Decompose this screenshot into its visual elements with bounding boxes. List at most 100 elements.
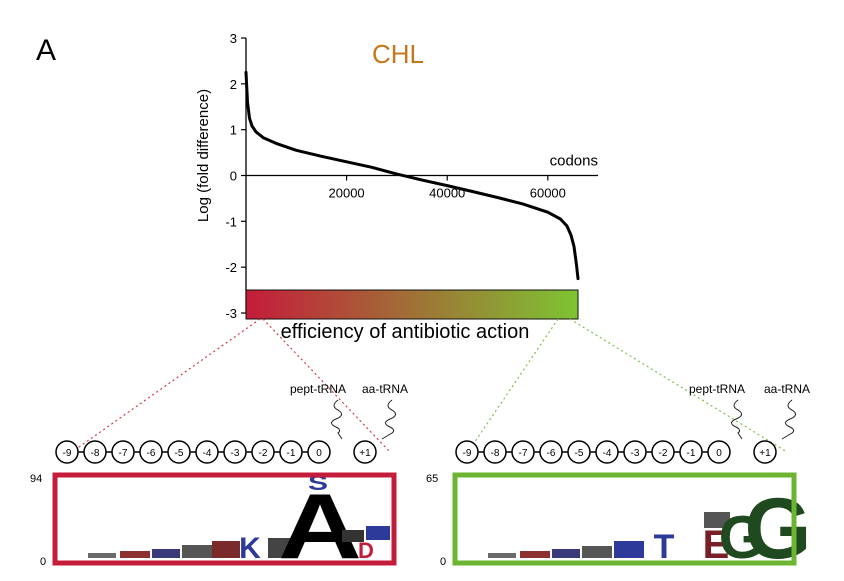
logo-left-frame: [52, 472, 397, 566]
logo-left-stripe: [268, 538, 296, 558]
y-ticks: 3 2 1 0 -1 -2 -3: [225, 31, 246, 321]
logo-right-stripe: [704, 512, 730, 528]
logo-right-letter-e: E: [703, 523, 730, 567]
ribosome-positions-left: -9 -8 -7 -6 -5 -4 -3 -2 -1 0 +1: [55, 440, 377, 464]
logo-left-ymax: 94: [30, 473, 42, 485]
logo-right-frame: [452, 472, 797, 566]
position-node: [753, 440, 777, 464]
position-label: +1: [759, 448, 771, 459]
position-label: +1: [359, 448, 371, 459]
y-tick-label: 2: [230, 77, 237, 92]
logo-left-stripe: [342, 530, 364, 542]
red-guide-left: [71, 318, 261, 453]
y-tick-label: -3: [225, 306, 237, 321]
position-label: -4: [603, 448, 612, 459]
sequence-logo-left: 94 0 K A S D: [30, 472, 397, 579]
aa-trna-icon-right: [781, 399, 796, 440]
position-node: [455, 440, 479, 464]
logo-right-stripe: [582, 546, 612, 558]
position-node: [195, 440, 219, 464]
red-guide-right: [262, 318, 391, 453]
position-label: -8: [91, 448, 100, 459]
position-node: [539, 440, 563, 464]
position-label: -9: [63, 448, 72, 459]
position-label: -5: [175, 448, 184, 459]
y-tick-label: 3: [230, 31, 237, 46]
position-node: [511, 440, 535, 464]
logo-right-stripe: [520, 551, 550, 558]
position-node: [307, 440, 331, 464]
x-ticks: 20000 40000 60000: [329, 175, 566, 201]
aa-trna-label-right: aa-tRNA: [764, 382, 810, 396]
green-guide-right: [569, 318, 788, 453]
position-node: [353, 440, 377, 464]
aa-trna-label-left: aa-tRNA: [362, 382, 408, 396]
position-label: -4: [203, 448, 212, 459]
logo-right-stripe: [614, 541, 644, 558]
efficiency-gradient-band: [245, 289, 579, 320]
position-node: [651, 440, 675, 464]
position-node: [279, 440, 303, 464]
position-node: [567, 440, 591, 464]
position-node: [167, 440, 191, 464]
pept-trna-icon-right: [731, 399, 743, 440]
position-label: -7: [119, 448, 128, 459]
position-node: [83, 440, 107, 464]
pept-trna-label-left: pept-tRNA: [290, 382, 346, 396]
logo-left-ymin: 0: [40, 556, 46, 568]
logo-left-stripe: [182, 545, 212, 558]
x-tick-label: 60000: [530, 186, 566, 201]
position-label: 0: [316, 448, 322, 459]
position-node: [623, 440, 647, 464]
position-node: [251, 440, 275, 464]
position-node: [483, 440, 507, 464]
logo-left-stripe: [88, 553, 116, 558]
sequence-logo-right: 65 0 T E G G: [426, 472, 811, 577]
position-node: [55, 440, 79, 464]
fold-difference-chart: CHL 3 2 1 0 -1 -2 -3 20000 40000 60000 codons Lo…: [195, 31, 598, 321]
position-label: -2: [659, 448, 668, 459]
efficiency-label: efficiency of antibiotic action: [281, 321, 530, 343]
position-node: [679, 440, 703, 464]
position-label: -3: [631, 448, 640, 459]
y-axis-label: Log (fold difference): [195, 89, 212, 222]
y-tick-label: -1: [225, 214, 237, 229]
position-label: 0: [716, 448, 722, 459]
position-node: [595, 440, 619, 464]
pept-trna-icon-left: [331, 399, 343, 440]
position-label: -2: [259, 448, 268, 459]
aa-trna-icon-left: [381, 399, 396, 440]
logo-left-letter-d: D: [358, 538, 374, 563]
logo-right-letter-g1: G: [719, 504, 766, 571]
position-label: -1: [287, 448, 296, 459]
position-label: -5: [575, 448, 584, 459]
position-node: [707, 440, 731, 464]
position-label: -9: [463, 448, 472, 459]
position-label: -6: [547, 448, 556, 459]
position-label: -6: [147, 448, 156, 459]
x-axis-label: codons: [550, 153, 598, 170]
y-tick-label: -2: [225, 260, 237, 275]
logo-left-stripe: [152, 549, 180, 558]
position-node: [139, 440, 163, 464]
position-label: -8: [491, 448, 500, 459]
ribosome-positions-right: -9 -8 -7 -6 -5 -4 -3 -2 -1 0 +1: [455, 440, 777, 464]
logo-right-stripe: [488, 553, 516, 558]
logo-left-stripe: [120, 551, 150, 558]
pept-trna-label-right: pept-tRNA: [689, 382, 745, 396]
position-node: [111, 440, 135, 464]
position-label: -3: [231, 448, 240, 459]
chart-title: CHL: [372, 39, 424, 69]
logo-right-stripe: [552, 549, 580, 558]
x-tick-label: 20000: [329, 186, 365, 201]
logo-left-letter-k: K: [239, 532, 261, 565]
logo-right-ymax: 65: [426, 473, 438, 485]
panel-label: A: [36, 34, 56, 67]
y-tick-label: 1: [230, 123, 237, 138]
position-node: [223, 440, 247, 464]
position-label: -1: [687, 448, 696, 459]
green-guide-left: [467, 318, 559, 453]
logo-left-stripe: [212, 541, 240, 558]
position-label: -7: [519, 448, 528, 459]
